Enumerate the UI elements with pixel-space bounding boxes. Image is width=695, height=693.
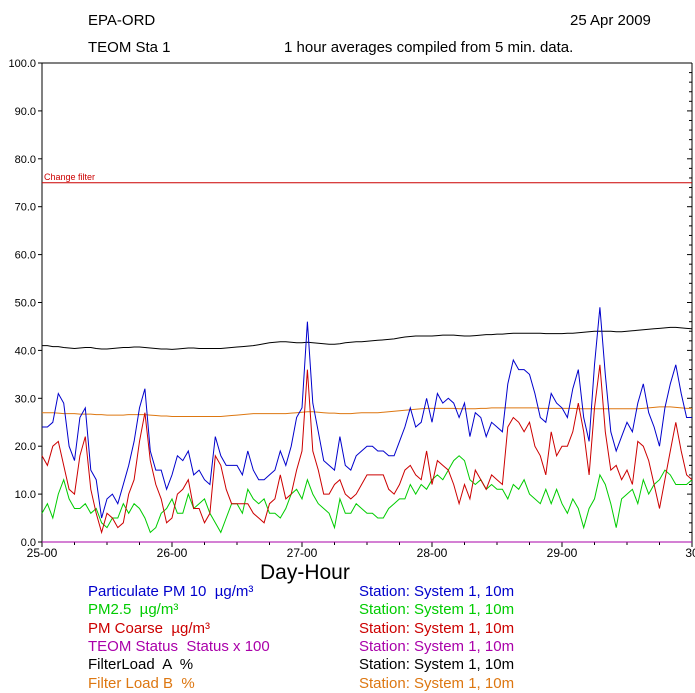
legend-item: PM2.5 µg/m³ Station: System 1, 10m — [0, 601, 695, 619]
legend-series-name: Filter Load B % — [88, 674, 195, 692]
legend-item: FilterLoad A % Station: System 1, 10m — [0, 656, 695, 674]
x-axis-title: Day-Hour — [260, 561, 350, 584]
legend-item: PM Coarse µg/m³ Station: System 1, 10m — [0, 620, 695, 638]
y-tick-label: 50.0 — [15, 298, 36, 310]
filterload-a-series — [42, 326, 693, 350]
legend-item: Filter Load B % Station: System 1, 10m — [0, 675, 695, 693]
y-tick-label: 10.0 — [15, 489, 36, 501]
header-org: EPA-ORD — [88, 12, 156, 29]
y-tick-label: 70.0 — [15, 202, 36, 214]
pm-coarse-series — [41, 364, 693, 535]
y-tick-label: 60.0 — [15, 250, 36, 262]
x-tick-label: 30 — [685, 546, 695, 560]
y-tick-label: 0.0 — [21, 537, 36, 549]
pm10-series — [42, 307, 692, 519]
header-date: 25 Apr 2009 — [570, 12, 651, 29]
x-tick-label: 29-00 — [547, 546, 578, 560]
legend-series-name: TEOM Status Status x 100 — [88, 637, 270, 655]
pm25-series — [41, 455, 693, 534]
x-tick-label: 26-00 — [157, 546, 188, 560]
legend-station-name: Station: System 1, 10m — [359, 601, 515, 619]
x-tick-label: 25-00 — [27, 546, 58, 560]
legend-station-name: Station: System 1, 10m — [359, 637, 515, 655]
legend-series-name: PM Coarse µg/m³ — [88, 619, 210, 637]
x-tick-label: 28-00 — [417, 546, 448, 560]
legend-item: Particulate PM 10 µg/m³ Station: System 1… — [0, 583, 695, 601]
header-station: TEOM Sta 1 — [88, 39, 171, 56]
y-tick-label: 90.0 — [15, 106, 36, 118]
header-description: 1 hour averages compiled from 5 min. dat… — [284, 39, 574, 56]
legend-item: TEOM Status Status x 100 Station: System … — [0, 638, 695, 656]
legend-station-name: Station: System 1, 10m — [359, 674, 515, 692]
y-tick-label: 30.0 — [15, 393, 36, 405]
legend-series-name: Particulate PM 10 µg/m³ — [88, 583, 254, 600]
x-tick-label: 27-00 — [287, 546, 318, 560]
y-tick-label: 100.0 — [8, 58, 36, 70]
change-filter-label: Change filter — [44, 172, 95, 182]
y-tick-label: 80.0 — [15, 154, 36, 166]
legend-station-name: Station: System 1, 10m — [359, 619, 515, 637]
y-tick-label: 20.0 — [15, 441, 36, 453]
line-chart: 0.0 10.0 20.0 30.0 40.0 50.0 60.0 70.0 80.0 90.0 1… — [8, 58, 695, 560]
legend-station-name: Station: System 1, 10m — [359, 583, 515, 600]
filterload-b-series — [42, 406, 692, 417]
legend-series-name: FilterLoad A % — [88, 656, 194, 674]
legend-series-name: PM2.5 µg/m³ — [88, 601, 179, 619]
y-tick-label: 40.0 — [15, 345, 36, 357]
legend-station-name: Station: System 1, 10m — [359, 656, 515, 674]
